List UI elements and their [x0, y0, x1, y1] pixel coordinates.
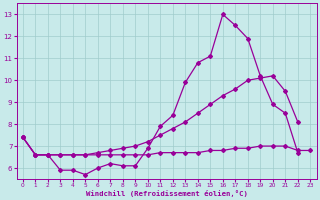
X-axis label: Windchill (Refroidissement éolien,°C): Windchill (Refroidissement éolien,°C) [86, 190, 248, 197]
